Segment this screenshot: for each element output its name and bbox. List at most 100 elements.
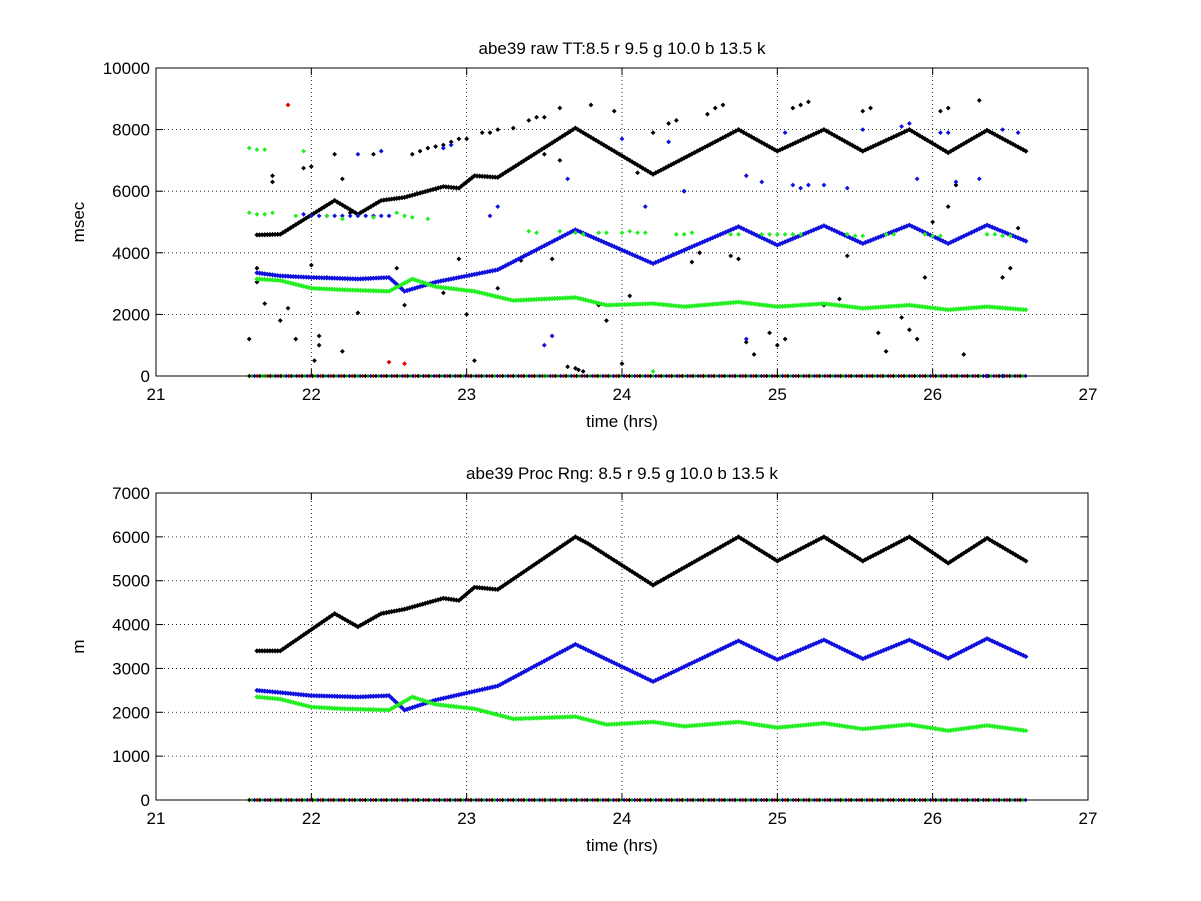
data-point xyxy=(870,236,876,243)
data-point xyxy=(262,688,268,694)
data-point xyxy=(518,159,524,166)
data-point xyxy=(746,643,752,649)
data-point xyxy=(311,210,317,216)
data-point xyxy=(347,619,353,625)
data-point xyxy=(935,305,941,312)
data-point xyxy=(482,269,488,275)
data-point xyxy=(1012,552,1019,558)
data-point xyxy=(293,213,299,219)
data-point xyxy=(945,204,951,209)
data-point xyxy=(484,685,490,691)
data-point xyxy=(637,720,643,726)
data-point xyxy=(388,609,395,615)
data-point xyxy=(839,723,845,729)
data-point xyxy=(303,692,309,698)
data-point xyxy=(570,643,576,649)
data-point xyxy=(790,303,796,309)
data-point xyxy=(316,693,322,699)
data-point xyxy=(844,185,850,191)
data-point xyxy=(759,722,765,728)
data-point xyxy=(412,603,418,609)
x-tick-label: 27 xyxy=(1079,809,1098,828)
data-point xyxy=(376,612,382,618)
data-point xyxy=(681,304,687,310)
data-point xyxy=(464,705,470,711)
data-point xyxy=(779,303,786,309)
data-point xyxy=(642,257,648,263)
data-point xyxy=(352,622,358,628)
data-point xyxy=(518,715,524,722)
data-point xyxy=(541,151,547,157)
data-point xyxy=(342,706,348,712)
data-point xyxy=(746,132,752,138)
data-point xyxy=(381,288,387,294)
data-point xyxy=(360,694,366,700)
data-point xyxy=(666,573,672,579)
data-point xyxy=(896,641,902,647)
data-point xyxy=(316,342,322,348)
data-point xyxy=(754,545,760,551)
data-point xyxy=(632,720,638,726)
data-point xyxy=(826,639,832,646)
data-point xyxy=(549,333,555,339)
top-panel-title: abe39 raw TT:8.5 r 9.5 g 10.0 b 13.5 k xyxy=(479,39,766,58)
data-point xyxy=(854,725,861,731)
data-point xyxy=(906,127,912,133)
data-point xyxy=(660,256,667,262)
data-point xyxy=(363,275,369,282)
data-point xyxy=(267,231,273,238)
data-point xyxy=(417,278,423,285)
data-point xyxy=(702,553,708,559)
data-point xyxy=(979,538,985,545)
data-point xyxy=(671,669,677,675)
data-point xyxy=(440,142,446,148)
data-point xyxy=(798,647,804,653)
data-point xyxy=(735,719,742,725)
data-point xyxy=(930,725,936,731)
data-point xyxy=(316,207,322,213)
data-point xyxy=(526,117,532,123)
data-point xyxy=(935,650,941,657)
data-point xyxy=(645,301,651,307)
data-point xyxy=(806,182,811,188)
data-point xyxy=(448,596,454,602)
data-point xyxy=(777,724,783,730)
data-point xyxy=(722,644,729,650)
data-point xyxy=(466,589,472,595)
data-point xyxy=(943,558,949,565)
data-point xyxy=(823,301,830,307)
data-point xyxy=(321,705,327,711)
data-point xyxy=(634,671,641,677)
data-point xyxy=(854,238,861,244)
data-point xyxy=(399,281,405,288)
data-point xyxy=(666,163,672,169)
data-point xyxy=(308,285,314,291)
data-point xyxy=(966,725,972,731)
data-point xyxy=(344,694,351,700)
data-point xyxy=(557,235,563,241)
x-tick-label: 27 xyxy=(1079,385,1098,404)
data-point xyxy=(585,133,591,139)
data-point xyxy=(663,721,669,727)
data-point xyxy=(984,535,990,541)
data-point xyxy=(720,300,726,306)
data-point xyxy=(267,688,273,695)
data-point xyxy=(378,148,384,154)
data-point xyxy=(798,102,804,108)
data-point xyxy=(974,641,980,647)
data-point xyxy=(917,303,923,309)
data-point xyxy=(275,272,281,279)
data-point xyxy=(774,242,780,248)
data-point xyxy=(1015,650,1021,656)
data-point xyxy=(324,213,330,219)
data-point xyxy=(766,303,773,309)
data-point xyxy=(285,102,291,108)
data-point xyxy=(940,727,946,733)
data-point xyxy=(339,706,345,712)
y-tick-label: 2000 xyxy=(112,703,150,722)
data-point xyxy=(924,724,931,731)
data-point xyxy=(508,676,514,682)
data-point xyxy=(955,650,962,656)
data-point xyxy=(371,214,376,220)
data-point xyxy=(570,294,576,301)
